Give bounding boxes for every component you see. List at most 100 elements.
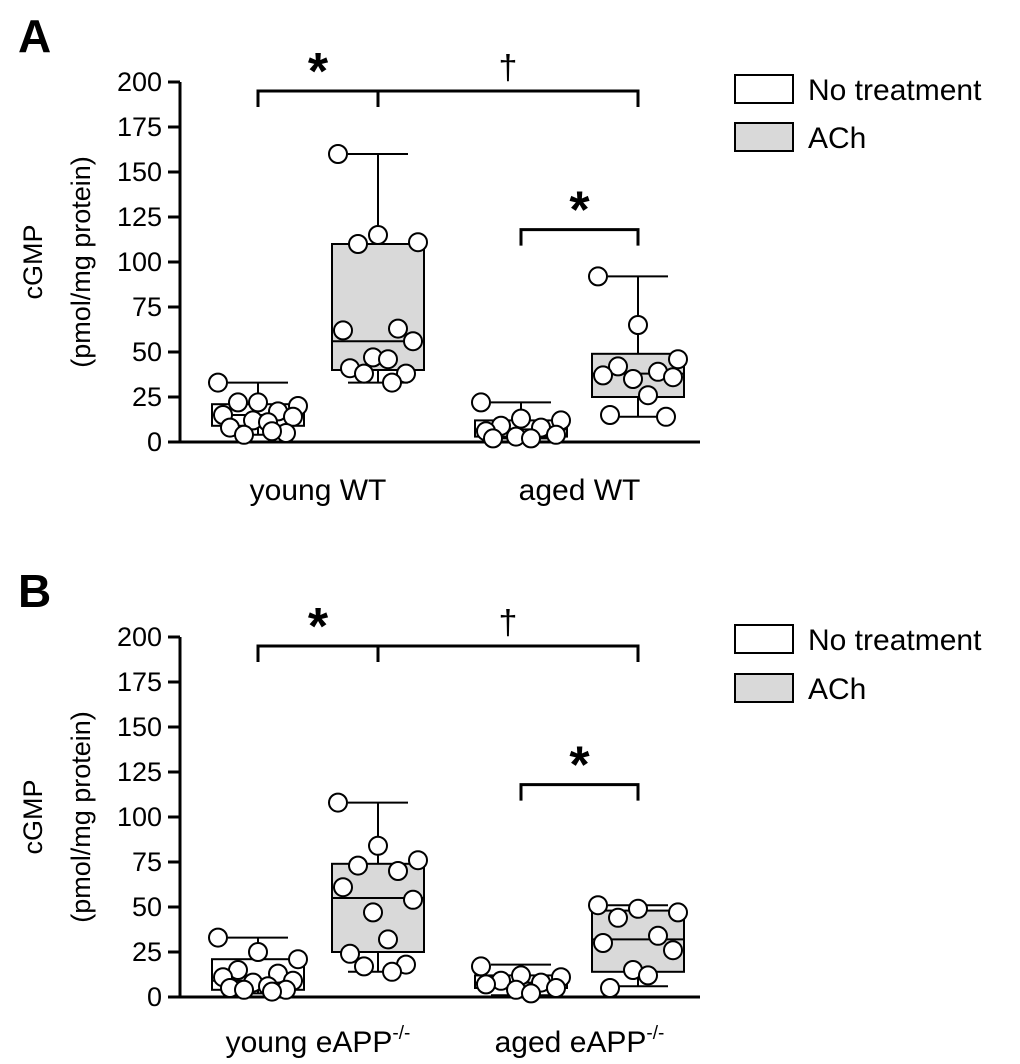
data-point [248, 392, 268, 413]
y-axis-title: cGMP [18, 224, 48, 299]
bracket-line [376, 644, 640, 662]
significance-symbol: * [308, 598, 329, 656]
significance-bracket: * [519, 182, 640, 246]
data-point [328, 792, 348, 813]
panel-A: A 0 25 50 75 100 125 150 175 200 cGMP (pmol/mg prot… [18, 10, 982, 507]
legend: No treatment ACh [734, 624, 982, 706]
x-category-label: aged eAPP-/- [495, 1023, 665, 1059]
y-tick-label: 50 [132, 892, 162, 922]
y-tick-label: 125 [117, 757, 162, 787]
data-point [638, 385, 658, 406]
box-no-treatment [471, 956, 571, 1004]
legend-swatch-no-treatment [734, 74, 794, 104]
panel-label: B [18, 565, 51, 617]
data-point [600, 978, 620, 998]
data-point [288, 949, 308, 970]
box-ach [328, 144, 428, 393]
data-point [648, 925, 668, 946]
data-point [628, 898, 648, 919]
data-point [388, 318, 408, 339]
significance-bracket: † [376, 604, 640, 662]
data-point [546, 424, 566, 445]
data-point [638, 965, 658, 986]
data-point [348, 855, 368, 876]
y-tick-label: 125 [117, 202, 162, 232]
data-point [348, 234, 368, 254]
box-no-treatment [208, 927, 308, 1002]
data-point [208, 372, 228, 393]
y-tick-label: 200 [117, 67, 162, 97]
data-point [283, 406, 303, 427]
significance-bracket: † [376, 49, 640, 107]
legend-label: ACh [808, 122, 866, 155]
data-point [663, 367, 683, 388]
box-ach [328, 792, 428, 982]
data-point [368, 835, 388, 856]
data-point [354, 363, 374, 384]
significance-bracket: * [256, 598, 380, 662]
box-ach [588, 895, 688, 998]
panel-label: A [18, 10, 51, 62]
data-point [396, 363, 416, 384]
significance-symbol: † [499, 49, 518, 87]
significance-bracket: * [256, 43, 380, 107]
y-tick-label: 150 [117, 157, 162, 187]
y-tick-label: 75 [132, 292, 162, 322]
y-tick-label: 75 [132, 847, 162, 877]
data-point [333, 320, 353, 341]
y-tick-label: 0 [147, 427, 162, 457]
data-point [262, 421, 282, 442]
data-point [328, 144, 348, 164]
significance-symbol: * [569, 737, 590, 795]
x-category-label: aged WT [519, 474, 641, 507]
data-point [378, 929, 398, 950]
x-category-label: young eAPP-/- [226, 1023, 411, 1059]
y-tick-label: 100 [117, 802, 162, 832]
data-point [546, 978, 566, 998]
data-point [588, 895, 608, 916]
significance-symbol: * [308, 43, 329, 101]
box-no-treatment [208, 372, 308, 445]
legend: No treatment ACh [734, 74, 982, 155]
panel-B: B 0 25 50 75 100 125 150 175 200 cGMP (pmol/mg prot… [18, 565, 982, 1059]
data-point [593, 933, 613, 953]
data-point [234, 424, 254, 445]
box-no-treatment [471, 392, 571, 449]
legend-label: No treatment [808, 624, 982, 657]
box-ach [588, 266, 688, 427]
data-point [333, 877, 353, 898]
data-point [368, 225, 388, 245]
y-tick-label: 50 [132, 337, 162, 367]
bracket-line [519, 228, 640, 246]
data-point [608, 356, 628, 377]
legend-swatch-ach [734, 673, 794, 703]
data-point [476, 974, 496, 995]
y-tick-label: 175 [117, 667, 162, 697]
data-point [656, 406, 676, 427]
data-point [378, 349, 398, 370]
legend-swatch-no-treatment [734, 624, 794, 654]
data-point [340, 943, 360, 964]
y-axis-subtitle: (pmol/mg protein) [66, 156, 96, 368]
data-point [354, 956, 374, 977]
data-point [403, 331, 423, 352]
data-point [608, 907, 628, 928]
y-tick-label: 0 [147, 982, 162, 1012]
bracket-line [519, 783, 640, 801]
data-point [663, 940, 683, 961]
data-point [234, 979, 254, 1000]
data-point [408, 850, 428, 871]
data-point [623, 369, 643, 389]
data-point [668, 349, 688, 370]
y-tick-label: 200 [117, 622, 162, 652]
significance-symbol: † [499, 604, 518, 642]
significance-bracket: * [519, 737, 640, 801]
data-point [521, 983, 541, 1004]
data-point [262, 981, 282, 1002]
data-point [382, 961, 402, 982]
data-point [388, 861, 408, 881]
legend-swatch-ach [734, 122, 794, 152]
y-tick-label: 150 [117, 712, 162, 742]
data-point [382, 372, 402, 393]
